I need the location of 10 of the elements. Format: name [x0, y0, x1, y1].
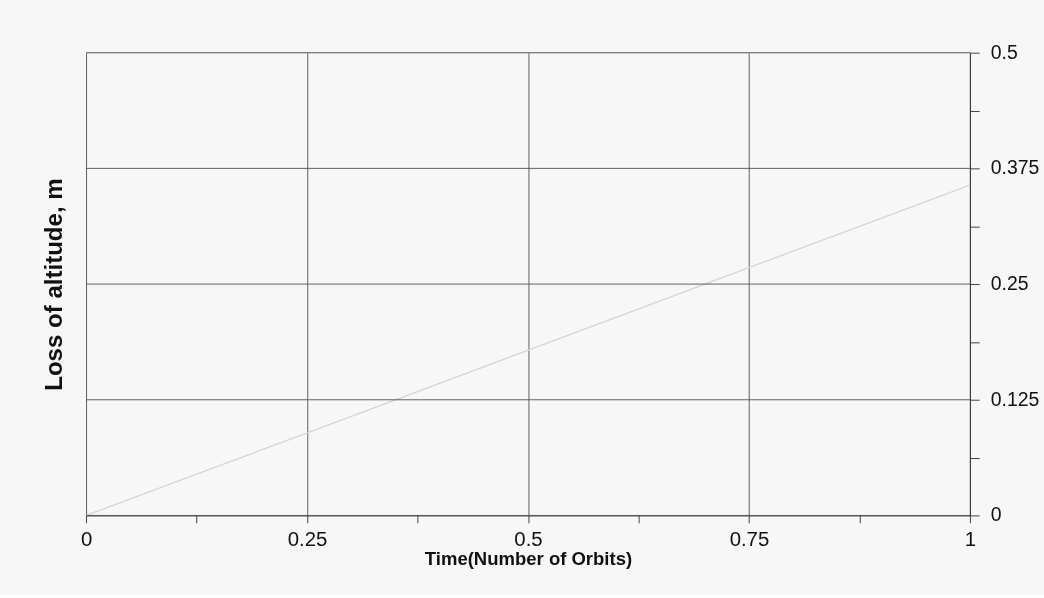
- x-tick-label: 0.75: [729, 528, 770, 551]
- y-tick-label: 0: [990, 503, 1002, 526]
- x-tick-label: 0: [80, 528, 93, 551]
- y-tick-label: 0.375: [990, 156, 1040, 179]
- x-tick-label: 0.25: [287, 528, 328, 551]
- y-tick-label: 0.25: [990, 272, 1029, 295]
- x-tick-label: 1: [964, 528, 977, 551]
- y-tick-label: 0.125: [990, 387, 1040, 410]
- y-tick-label: 0.5: [990, 40, 1018, 63]
- y-axis-title: Loss of altitude, m: [39, 178, 67, 391]
